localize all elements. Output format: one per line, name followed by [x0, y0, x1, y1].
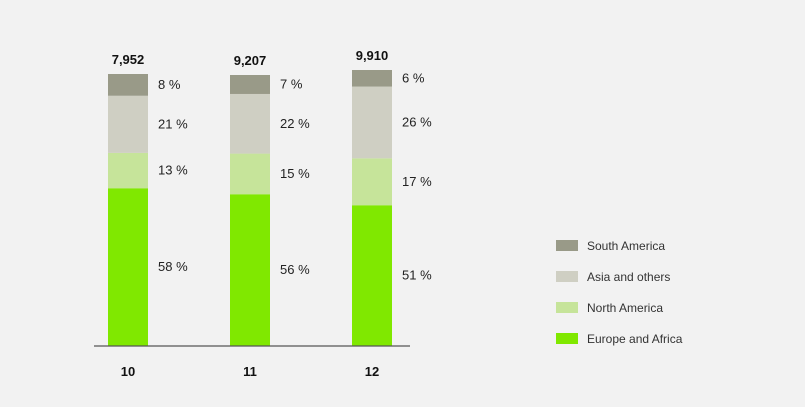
labels-layer: 58 % 13 % 21 % 8 % 7,952 10 56 % 15 % 22 % 7 % 9,2…: [112, 48, 432, 379]
bar-segment-10-north-america: [108, 152, 148, 189]
percent-label: 7 %: [280, 76, 303, 91]
bar-segment-10-south-america: [108, 74, 148, 96]
legend-label: Asia and others: [587, 270, 670, 284]
percent-label: 56 %: [280, 262, 310, 277]
percent-label: 17 %: [402, 174, 432, 189]
category-label: 11: [243, 364, 257, 379]
bar-segment-11-south-america: [230, 75, 270, 94]
percent-label: 8 %: [158, 77, 181, 92]
legend-swatch: [556, 240, 578, 251]
bar-segment-12-europe-and-africa: [352, 205, 392, 346]
percent-label: 13 %: [158, 163, 188, 178]
total-label: 9,207: [234, 53, 267, 68]
category-label: 10: [121, 364, 135, 379]
legend-swatch: [556, 271, 578, 282]
legend-label: Europe and Africa: [587, 332, 683, 346]
legend-swatch: [556, 333, 578, 344]
bar-segment-12-south-america: [352, 70, 392, 87]
percent-label: 26 %: [402, 114, 432, 129]
percent-label: 22 %: [280, 116, 310, 131]
bar-segment-12-asia-and-others: [352, 86, 392, 159]
total-label: 9,910: [356, 48, 389, 63]
bar-segment-11-asia-and-others: [230, 93, 270, 154]
percent-label: 6 %: [402, 70, 425, 85]
legend: South America Asia and others North Americ…: [556, 239, 683, 346]
legend-label: North America: [587, 301, 663, 315]
percent-label: 51 %: [402, 268, 432, 283]
category-label: 12: [365, 364, 379, 379]
percent-label: 58 %: [158, 259, 188, 274]
bar-segment-11-north-america: [230, 153, 270, 195]
bar-segment-10-europe-and-africa: [108, 188, 148, 346]
legend-swatch: [556, 302, 578, 313]
bar-segment-10-asia-and-others: [108, 95, 148, 153]
bar-segment-11-europe-and-africa: [230, 194, 270, 346]
percent-label: 21 %: [158, 116, 188, 131]
total-label: 7,952: [112, 52, 145, 67]
bars-layer: [108, 70, 392, 346]
percent-label: 15 %: [280, 166, 310, 181]
bar-segment-12-north-america: [352, 158, 392, 206]
legend-label: South America: [587, 239, 665, 253]
